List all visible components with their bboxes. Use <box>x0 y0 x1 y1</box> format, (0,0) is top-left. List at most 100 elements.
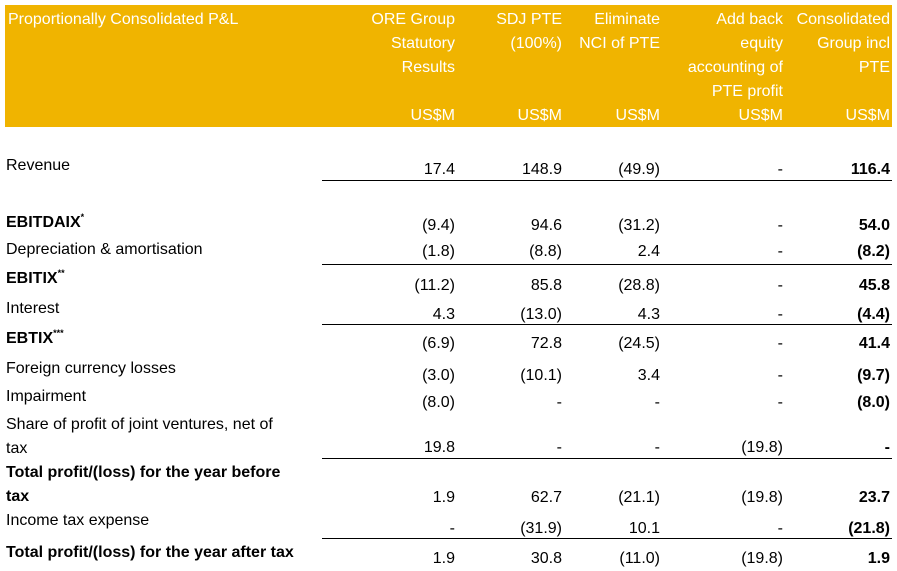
row-label-footnote: ** <box>57 268 65 278</box>
row-label: EBITIX** <box>6 267 65 291</box>
table-cell: - <box>777 217 783 234</box>
table-cell: - <box>777 161 783 178</box>
table-cell: 2.4 <box>637 243 660 260</box>
table-cell: (10.1) <box>520 367 562 384</box>
row-label-text: Interest <box>6 300 60 317</box>
table-cell: 45.8 <box>858 277 890 294</box>
table-cell: 17.4 <box>423 161 455 178</box>
column-unit: US$M <box>738 107 783 124</box>
table-cell: - <box>777 394 783 411</box>
row-label: Share of profit of joint ventures, net o… <box>6 413 273 461</box>
table-cell: - <box>449 520 455 537</box>
row-label-text: Impairment <box>6 388 87 405</box>
table-cell: 1.9 <box>867 550 890 567</box>
row-divider <box>322 180 892 181</box>
table-cell: 4.3 <box>637 306 660 323</box>
row-label: Income tax expense <box>6 509 149 533</box>
row-label-footnote: *** <box>53 328 64 338</box>
column-header: Add back equity accounting of PTE profit <box>687 11 783 100</box>
row-label-text: Total profit/(loss) for the year after t… <box>6 544 294 561</box>
table-cell: (8.0) <box>422 394 455 411</box>
table-cell: (19.8) <box>741 439 783 456</box>
table-title: Proportionally Consolidated P&L <box>8 11 239 28</box>
table-cell: (8.8) <box>529 243 562 260</box>
row-label-text: Total profit/(loss) for the year before … <box>6 464 281 505</box>
table-cell: - <box>777 306 783 323</box>
column-unit: US$M <box>845 107 890 124</box>
table-cell: 41.4 <box>858 335 890 352</box>
table-cell: 85.8 <box>530 277 562 294</box>
table-cell: 30.8 <box>530 550 562 567</box>
row-label: Total profit/(loss) for the year after t… <box>6 541 294 565</box>
table-header <box>5 5 892 127</box>
table-cell: - <box>654 439 660 456</box>
table-cell: 10.1 <box>628 520 660 537</box>
table-cell: 94.6 <box>530 217 562 234</box>
row-label-text: EBITIX <box>6 270 58 287</box>
table-cell: (28.8) <box>618 277 660 294</box>
table-cell: - <box>777 367 783 384</box>
table-cell: (9.4) <box>422 217 455 234</box>
table-cell: (21.1) <box>618 489 660 506</box>
row-label: EBTIX*** <box>6 327 64 351</box>
column-header: Eliminate NCI of PTE <box>579 11 660 52</box>
table-cell: (11.0) <box>619 550 660 567</box>
row-divider <box>322 538 892 539</box>
table-cell: (1.8) <box>422 243 455 260</box>
column-unit: US$M <box>517 107 562 124</box>
table-cell: - <box>654 394 660 411</box>
table-cell: (8.2) <box>857 243 890 260</box>
table-cell: 148.9 <box>521 161 562 178</box>
row-label-text: Income tax expense <box>6 512 150 529</box>
row-label: Revenue <box>6 154 70 178</box>
table-cell: - <box>884 439 890 456</box>
column-unit: US$M <box>410 107 455 124</box>
table-cell: 116.4 <box>850 161 890 178</box>
table-cell: (6.9) <box>422 335 455 352</box>
table-cell: (11.2) <box>414 277 455 294</box>
row-label-text: Share of profit of joint ventures, net o… <box>6 416 273 457</box>
table-cell: (49.9) <box>618 161 660 178</box>
row-label-text: Foreign currency losses <box>6 360 176 377</box>
table-cell: (3.0) <box>422 367 455 384</box>
table-cell: 19.8 <box>423 439 455 456</box>
table-cell: - <box>556 439 562 456</box>
row-label: Interest <box>6 297 59 321</box>
row-label: EBITDAIX* <box>6 211 84 235</box>
column-header: SDJ PTE (100%) <box>496 11 562 52</box>
table-cell: - <box>556 394 562 411</box>
table-cell: (31.2) <box>618 217 660 234</box>
table-cell: 23.7 <box>858 489 890 506</box>
table-cell: (13.0) <box>520 306 562 323</box>
table-cell: (21.8) <box>848 520 890 537</box>
column-header: ORE Group Statutory Results <box>371 11 455 76</box>
table-cell: - <box>777 243 783 260</box>
table-cell: 4.3 <box>432 306 455 323</box>
table-cell: 1.9 <box>432 550 455 567</box>
row-label: Foreign currency losses <box>6 357 176 381</box>
table-cell: - <box>777 335 783 352</box>
table-cell: - <box>777 520 783 537</box>
column-header: Consolidated Group incl PTE <box>796 11 890 76</box>
row-label-text: Revenue <box>6 157 71 174</box>
table-cell: (8.0) <box>857 394 890 411</box>
row-label-text: EBITDAIX <box>6 214 81 231</box>
column-unit: US$M <box>615 107 660 124</box>
table-cell: 54.0 <box>858 217 890 234</box>
table-cell: (4.4) <box>857 306 890 323</box>
table-cell: 3.4 <box>637 367 660 384</box>
row-label-text: EBTIX <box>6 330 54 347</box>
table-cell: 1.9 <box>432 489 455 506</box>
table-cell: (31.9) <box>520 520 562 537</box>
row-divider <box>322 324 892 325</box>
row-label: Total profit/(loss) for the year before … <box>6 461 280 509</box>
row-label: Impairment <box>6 385 86 409</box>
row-label: Depreciation & amortisation <box>6 238 203 262</box>
table-cell: 62.7 <box>530 489 562 506</box>
table-cell: 72.8 <box>530 335 562 352</box>
table-cell: (19.8) <box>741 489 783 506</box>
table-cell: (24.5) <box>618 335 660 352</box>
row-divider <box>322 458 892 459</box>
table-cell: - <box>777 277 783 294</box>
table-cell: (19.8) <box>741 550 783 567</box>
